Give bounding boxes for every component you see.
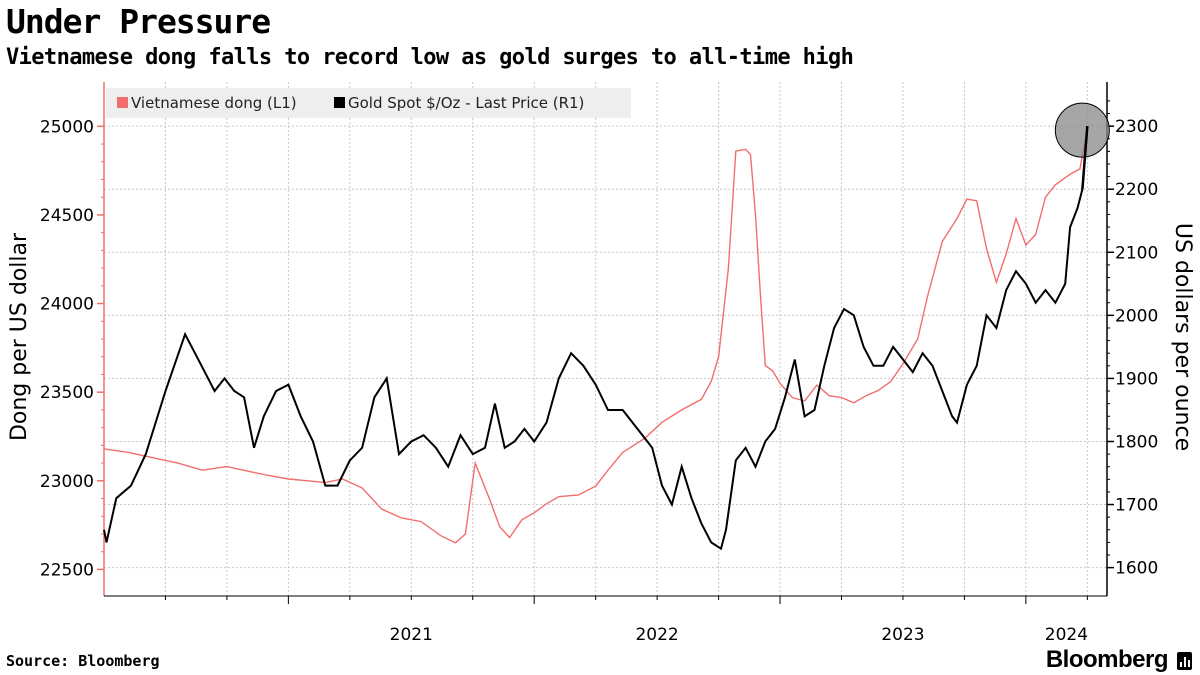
chart-subtitle: Vietnamese dong falls to record low as g…: [6, 45, 854, 70]
left-tick-label: 24500: [40, 206, 94, 226]
right-axis-title: US dollars per ounce: [1170, 223, 1195, 451]
x-tick-label: 2023: [881, 625, 924, 645]
x-axis-ticks: 2021 2022 2023 2024: [164, 596, 1088, 645]
gridlines: [104, 82, 1107, 596]
left-axis-ticks: 22500 23000 23500 24000 24500 25000: [40, 117, 104, 580]
x-tick-label: 2022: [635, 625, 678, 645]
x-tick-label: 2024: [1045, 625, 1088, 645]
right-tick-label: 2200: [1115, 180, 1158, 200]
right-tick-label: 2300: [1115, 117, 1158, 137]
right-tick-label: 1800: [1115, 432, 1158, 452]
series-line-gold-spot-peak: [1081, 126, 1089, 190]
legend-swatch-gold: [334, 97, 345, 108]
right-axis-ticks: 1600 1700 1800 1900 2000 2100 2200 2300: [1107, 100, 1158, 579]
legend: Vietnamese dong (L1) Gold Spot $/Oz - La…: [106, 88, 631, 118]
legend-label-dong: Vietnamese dong (L1): [131, 94, 297, 112]
left-tick-label: 24000: [40, 295, 94, 315]
series-line-vietnamese-dong: [103, 127, 1088, 544]
right-tick-label: 2100: [1115, 243, 1158, 263]
left-tick-label: 23500: [40, 383, 94, 403]
legend-background: [106, 88, 631, 118]
source-note: Source: Bloomberg: [6, 652, 160, 670]
right-tick-label: 2000: [1115, 306, 1158, 326]
left-tick-label: 22500: [40, 560, 94, 580]
legend-label-gold: Gold Spot $/Oz - Last Price (R1): [348, 94, 584, 112]
right-tick-label: 1600: [1115, 559, 1158, 579]
bloomberg-logo: Bloomberg: [1045, 646, 1169, 673]
chart-title: Under Pressure: [6, 2, 271, 41]
left-tick-label: 23000: [40, 472, 94, 492]
right-tick-label: 1900: [1115, 369, 1158, 389]
legend-swatch-dong: [117, 97, 128, 108]
all-time-high-highlight-circle: [1054, 102, 1110, 158]
left-tick-label: 25000: [40, 117, 94, 137]
right-tick-label: 1700: [1115, 496, 1158, 516]
x-tick-label: 2021: [390, 625, 433, 645]
bloomberg-chart-icon: [1177, 652, 1192, 670]
series-line-gold-spot: [103, 126, 1089, 551]
left-axis-title: Dong per US dollar: [7, 232, 32, 441]
